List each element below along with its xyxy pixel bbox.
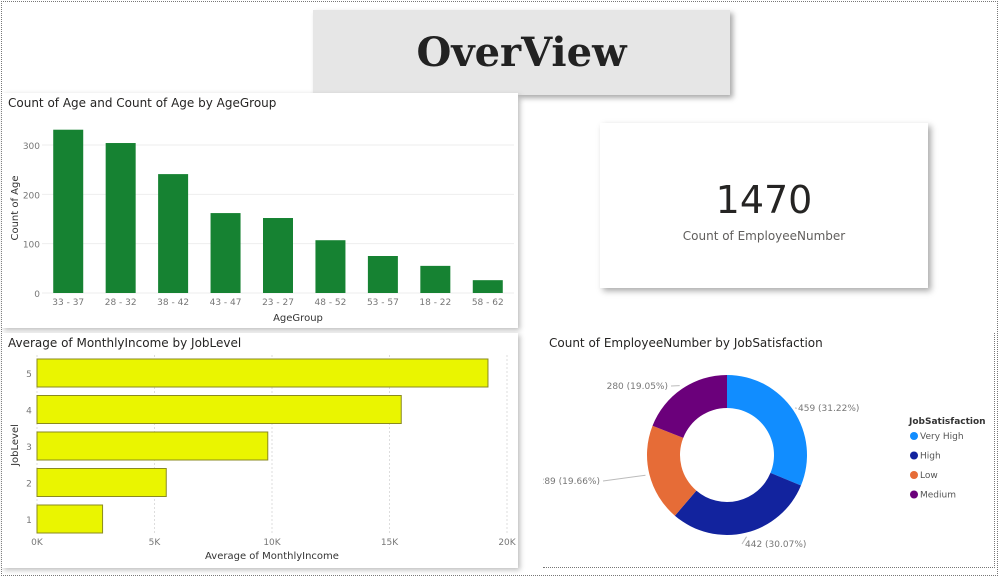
x-axis-title: Average of MonthlyIncome bbox=[205, 551, 339, 562]
bar[interactable] bbox=[472, 280, 503, 293]
y-tick-label: 300 bbox=[23, 142, 40, 152]
legend-marker[interactable] bbox=[910, 490, 918, 499]
x-tick-label: 33 - 37 bbox=[52, 298, 84, 308]
data-label: 280 (19.05%) bbox=[607, 382, 668, 392]
bar[interactable] bbox=[158, 174, 189, 293]
data-label: 442 (30.07%) bbox=[745, 540, 806, 550]
x-tick-label: 38 - 42 bbox=[157, 298, 189, 308]
data-label: 459 (31.22%) bbox=[798, 404, 859, 414]
x-tick-label: 43 - 47 bbox=[210, 298, 242, 308]
x-tick-label: 58 - 62 bbox=[472, 298, 504, 308]
job-satisfaction-chart[interactable]: Count of EmployeeNumber by JobSatisfacti… bbox=[543, 333, 995, 568]
bar[interactable] bbox=[315, 240, 346, 293]
bar[interactable] bbox=[36, 468, 167, 497]
y-tick-label: 5 bbox=[26, 370, 32, 380]
y-axis-title: Count of Age bbox=[10, 175, 21, 240]
legend-item: High bbox=[920, 452, 941, 462]
bar[interactable] bbox=[105, 143, 136, 293]
bar[interactable] bbox=[420, 265, 451, 293]
chart-title: Average of MonthlyIncome by JobLevel bbox=[8, 336, 242, 350]
x-tick-label: 20K bbox=[498, 538, 516, 548]
y-axis-title: JobLevel bbox=[10, 424, 21, 467]
x-tick-label: 15K bbox=[381, 538, 399, 548]
x-tick-label: 23 - 27 bbox=[262, 298, 294, 308]
x-axis-title: AgeGroup bbox=[273, 313, 323, 324]
y-tick-label: 3 bbox=[26, 443, 32, 453]
x-tick-label: 53 - 57 bbox=[367, 298, 399, 308]
legend-marker[interactable] bbox=[910, 471, 918, 479]
donut-slice[interactable] bbox=[652, 375, 727, 438]
x-tick-label: 18 - 22 bbox=[419, 298, 451, 308]
chart-title: Count of EmployeeNumber by JobSatisfacti… bbox=[549, 336, 823, 350]
bar[interactable] bbox=[36, 431, 269, 461]
legend-marker[interactable] bbox=[910, 451, 918, 460]
bar[interactable] bbox=[36, 395, 402, 424]
y-tick-label: 200 bbox=[23, 191, 40, 201]
y-tick-label: 0 bbox=[34, 290, 40, 300]
y-tick-label: 100 bbox=[23, 241, 40, 251]
age-group-chart[interactable]: Count of Age and Count of Age by AgeGrou… bbox=[2, 93, 518, 328]
leader-line[interactable] bbox=[602, 474, 646, 482]
legend-title: JobSatisfaction bbox=[908, 417, 986, 427]
x-tick-label: 0K bbox=[31, 538, 44, 548]
income-chart[interactable]: Average of MonthlyIncome by JobLevel 0K 5… bbox=[2, 333, 518, 568]
kpi-card[interactable]: 1470 Count of EmployeeNumber bbox=[600, 123, 928, 288]
kpi-label: Count of EmployeeNumber bbox=[682, 229, 846, 243]
bar[interactable] bbox=[36, 358, 489, 388]
bar[interactable] bbox=[210, 213, 241, 293]
donut-slice[interactable] bbox=[674, 472, 801, 535]
x-tick-label: 48 - 52 bbox=[315, 298, 347, 308]
x-tick-label: 28 - 32 bbox=[105, 298, 137, 308]
bar[interactable] bbox=[367, 256, 398, 293]
bar[interactable] bbox=[53, 129, 84, 293]
leader-line[interactable] bbox=[741, 536, 747, 545]
donut-slice[interactable] bbox=[647, 425, 697, 516]
bar[interactable] bbox=[36, 504, 104, 534]
page-title: OverView bbox=[313, 10, 730, 95]
chart-title: Count of Age and Count of Age by AgeGrou… bbox=[8, 96, 277, 110]
y-tick-label: 1 bbox=[26, 516, 32, 526]
data-label: 289 (19.66%) bbox=[543, 477, 600, 487]
y-tick-label: 2 bbox=[26, 480, 32, 490]
legend-marker[interactable] bbox=[910, 432, 918, 440]
legend-item: Low bbox=[920, 471, 938, 481]
legend-item: Medium bbox=[920, 491, 956, 501]
x-tick-label: 5K bbox=[149, 538, 162, 548]
x-tick-label: 10K bbox=[263, 538, 281, 548]
bar[interactable] bbox=[263, 218, 293, 293]
legend-item: Very High bbox=[920, 432, 964, 442]
kpi-value: 1470 bbox=[715, 178, 813, 222]
donut-slice[interactable] bbox=[727, 375, 807, 486]
y-tick-label: 4 bbox=[26, 407, 32, 417]
